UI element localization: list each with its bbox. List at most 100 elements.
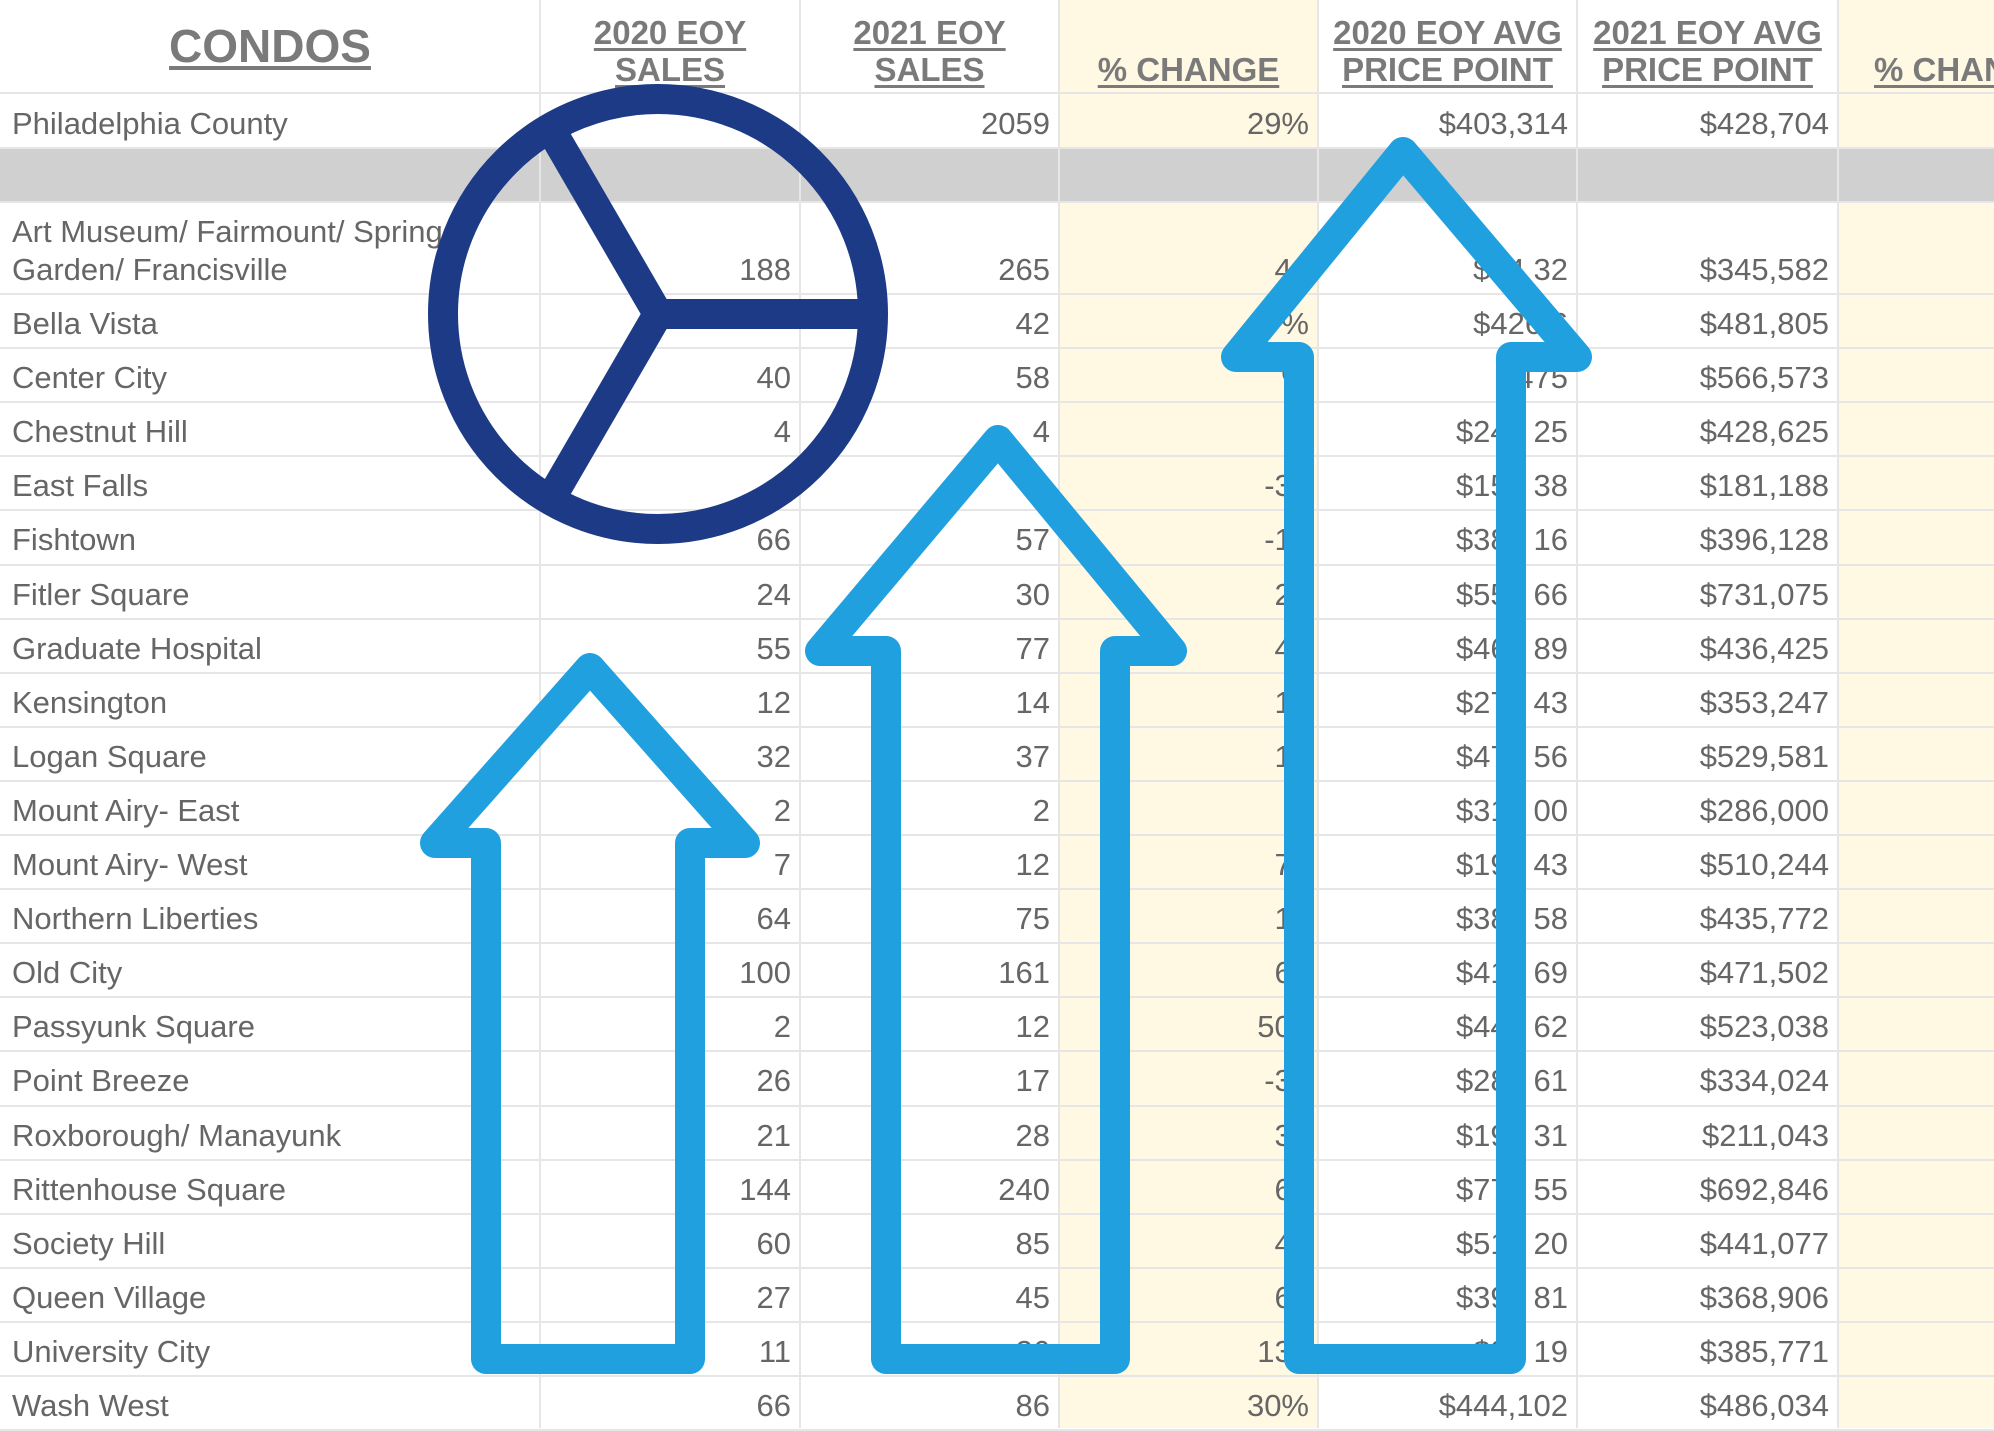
cell-pct-change: % — [1059, 347, 1318, 397]
cell-pct-change: -35 — [1059, 1050, 1318, 1100]
cell-avg-2021: $692,846 — [1577, 1159, 1838, 1209]
cell-value: 4 — [1032, 414, 1050, 449]
cell-value: 26 — [1015, 1334, 1050, 1369]
cell-pct-change: % — [1059, 293, 1318, 343]
neighborhood-name: Philadelphia County — [0, 94, 540, 143]
cell-value: $334,024 — [1699, 1063, 1829, 1098]
cell-value: $475 — [1499, 360, 1568, 395]
cell-value: 0 — [1291, 414, 1309, 449]
cell-value: $566,573 — [1699, 360, 1829, 395]
cell-pct-change: 40 — [1059, 618, 1318, 668]
cell-value: $692,846 — [1699, 1172, 1829, 1207]
cell-value: 75 — [1015, 901, 1050, 936]
cell-value: $282 61 — [1455, 1063, 1568, 1098]
cell-avg-2020: $389 58 — [1318, 888, 1577, 938]
neighborhood-name: Logan Square — [0, 726, 540, 776]
cell-avg-2020: $397 81 — [1318, 1267, 1577, 1317]
cell-value: $428,704 — [1699, 106, 1829, 141]
cell-value: % — [1281, 306, 1309, 341]
cell-avg-2020: $777 55 — [1318, 1159, 1577, 1209]
cell-value: $436,425 — [1699, 631, 1829, 666]
cell-value: 86 — [1015, 1388, 1050, 1423]
column-header-line: 2020 EOY AVG — [1333, 14, 1562, 51]
cell-sales-2020: 40 — [540, 347, 800, 397]
cell-value: $211,043 — [1702, 1118, 1829, 1153]
cell-pct-change: 61 — [1059, 942, 1318, 992]
neighborhood-label: Point Breeze — [12, 1063, 190, 1098]
cell-avg-2021: $441,077 — [1577, 1213, 1838, 1263]
neighborhood-name: Fitler Square — [0, 564, 540, 614]
separator-row — [0, 147, 1994, 201]
column-header: 2021 EOY AVG PRICE POINT — [1577, 0, 1838, 92]
grid-line — [0, 147, 1994, 149]
cell-sales-2020: 12 — [540, 672, 800, 722]
table-row: Center City 40 58% $475 $566,573 — [0, 347, 1994, 401]
column-header: 2020 EOY AVG PRICE POINT — [1318, 0, 1577, 92]
neighborhood-name: Art Museum/ Fairmount/ Spring Garden/ Fr… — [0, 201, 540, 289]
cell-value: $396,128 — [1699, 522, 1829, 557]
cell-value: $199 43 — [1455, 847, 1568, 882]
change-column-shade — [1838, 0, 1994, 1428]
neighborhood-name: Bella Vista — [0, 293, 540, 343]
cell-value: 240 — [998, 1172, 1050, 1207]
table-row: Art Museum/ Fairmount/ Spring Garden/ Fr… — [0, 201, 1994, 293]
cell-value: $385,771 — [1699, 1334, 1829, 1369]
cell-avg-2020: $403,314 — [1318, 94, 1577, 143]
column-header-line: SALES — [874, 51, 985, 88]
table-row: Fishtown 66 57 -14 $389 16 $396,128 — [0, 509, 1994, 563]
cell-pct-change: 17 — [1059, 888, 1318, 938]
cell-sales-2020: 64 — [540, 888, 800, 938]
neighborhood-label: Kensington — [12, 685, 168, 720]
table-row: Logan Square 32 37 16 $479 56 $529,581 — [0, 726, 1994, 780]
neighborhood-label: Mount Airy- East — [12, 793, 240, 828]
cell-value: 61 — [1274, 955, 1309, 990]
cell-sales-2020 — [540, 455, 800, 505]
column-header: % CHAN — [1838, 0, 1994, 92]
cell-avg-2021: $486,034 — [1577, 1375, 1838, 1425]
neighborhood-name: Kensington — [0, 672, 540, 722]
cell-pct-change: 71 — [1059, 834, 1318, 884]
cell-sales-2021: 86 — [800, 1375, 1059, 1425]
table-row: Mount Airy- West 7 12 71 $199 43 $510,244 — [0, 834, 1994, 888]
cell-value: $389 16 — [1455, 522, 1568, 557]
cell-value: 40 — [756, 360, 791, 395]
cell-value: 26 — [756, 1063, 791, 1098]
cell-sales-2021: 77 — [800, 618, 1059, 668]
cell-value: $389 58 — [1455, 901, 1568, 936]
cell-avg-2021: $428,625 — [1577, 401, 1838, 451]
table-row: University City 11 26 136 $31 19 $385,771 — [0, 1321, 1994, 1375]
grid-line — [0, 92, 1994, 94]
cell-value: $155 38 — [1455, 468, 1568, 503]
cell-value: $31 19 — [1473, 1334, 1568, 1369]
cell-value: 2 — [773, 1009, 791, 1044]
cell-avg-2021: $368,906 — [1577, 1267, 1838, 1317]
cell-avg-2021: $428,704 — [1577, 94, 1838, 143]
cell-value: 30 — [1015, 577, 1050, 612]
cell-sales-2021: 161 — [800, 942, 1059, 992]
table-title-text: CONDOS — [169, 19, 371, 72]
cell-value: 28 — [1015, 1118, 1050, 1153]
cell-value: 77 — [1015, 631, 1050, 666]
cell-value: $181,188 — [1699, 468, 1829, 503]
table-row: Rittenhouse Square 144 240 67 $777 55 $692,84… — [0, 1159, 1994, 1213]
table-row: Northern Liberties 64 75 17 $389 58 $435,772 — [0, 888, 1994, 942]
cell-sales-2020: 188 — [540, 201, 800, 289]
cell-sales-2021: 17 — [800, 1050, 1059, 1100]
column-header-line: % CHAN — [1874, 51, 1994, 88]
neighborhood-label: Art Museum/ Fairmount/ Spring Garden/ Fr… — [12, 214, 443, 287]
table-row: East Falls -33 $155 38 $181,188 — [0, 455, 1994, 509]
table-row: Old City 100 161 61 $417 69 $471,502 — [0, 942, 1994, 996]
cell-value: $199 31 — [1455, 1118, 1568, 1153]
grid-line — [0, 1375, 1994, 1377]
cell-value: 500 — [1257, 1009, 1309, 1044]
cell-value: 37 — [1015, 739, 1050, 774]
column-header-line: % CHANGE — [1097, 51, 1280, 88]
cell-value: 32 — [756, 739, 791, 774]
table-row: Chestnut Hill 4 4 0 $240 25 $428,625 — [0, 401, 1994, 455]
cell-avg-2021: $523,038 — [1577, 996, 1838, 1046]
cell-sales-2020: 26 — [540, 1050, 800, 1100]
cell-value: $466 89 — [1455, 631, 1568, 666]
cell-value: 30% — [1246, 1388, 1309, 1423]
cell-pct-change: 33 — [1059, 1105, 1318, 1155]
table-row: Fitler Square 24 30 25 $558 66 $731,075 — [0, 564, 1994, 618]
